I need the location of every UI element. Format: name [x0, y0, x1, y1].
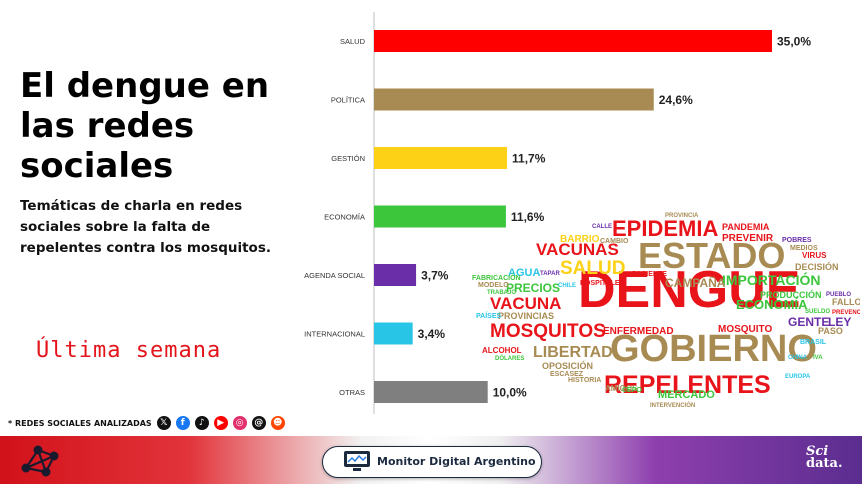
tiktok-icon: ♪ [194, 416, 209, 430]
brand-line-1: Sci [806, 444, 829, 459]
cloud-word: PACIENTE [632, 271, 667, 278]
cloud-word: ESTADO [638, 235, 785, 276]
value-label: 11,6% [511, 210, 545, 224]
cloud-word: PANDEMIA [722, 222, 770, 232]
bar [374, 205, 506, 228]
cloud-word: SALUD [560, 258, 625, 279]
cloud-word: PROVINCIAS [498, 311, 554, 321]
cloud-word: TAPAR [540, 271, 560, 277]
cloud-word: BRASIL [800, 339, 827, 346]
cloud-word: GENTE [788, 315, 829, 329]
bar [374, 264, 417, 286]
cloud-word: DENGUE [578, 261, 800, 319]
topics-bar-chart: SALUD 35,0% POLÍTICA 24,6% GESTIÓN 11,7% ECONO… [304, 12, 811, 414]
brand-line-2: data. [806, 456, 843, 471]
monitor-badge [322, 446, 542, 478]
cloud-word: CAMBIO [600, 238, 629, 245]
page-subtitle: Temáticas de charla en redes sociales so… [20, 198, 271, 256]
cloud-word: CALLE [592, 224, 612, 230]
cloud-word: VACUNA [490, 294, 561, 313]
value-label: 3,7% [421, 269, 449, 283]
cloud-word: REPELENTES [604, 371, 771, 399]
cloud-word: HISTORIA [568, 377, 601, 384]
brand-logo: Sci data. [806, 444, 850, 471]
value-label: 35,0% [777, 35, 811, 49]
cloud-word: LEY [828, 315, 851, 329]
cloud-word: MERCADO [658, 389, 715, 401]
cloud-word: PAÍSES [476, 311, 501, 320]
category-label: INTERNACIONAL [304, 330, 365, 339]
bar [374, 30, 772, 52]
cloud-word: PREVENIR [722, 233, 774, 244]
monitor-icon [344, 451, 370, 471]
facebook-icon: f [175, 416, 190, 430]
cloud-word: CHINA [788, 355, 808, 361]
cloud-word: MEDIOS [790, 245, 818, 252]
cloud-word: OPOSICIÓN [542, 360, 593, 371]
cloud-word: PRODUCCIÓN [760, 289, 822, 300]
category-label: OTRAS [339, 388, 365, 397]
category-label: AGENDA SOCIAL [304, 271, 365, 280]
cloud-word: PREVENCIÓN [832, 308, 860, 316]
cloud-word: DÓLARES [495, 354, 524, 362]
cloud-word: ECONOMÍA [736, 297, 808, 312]
cloud-word: CEPO [622, 387, 642, 394]
cloud-word: POBRES [782, 237, 812, 244]
value-label: 3,4% [418, 327, 446, 341]
cloud-word: MOSQUITO [718, 324, 772, 335]
value-label: 11,7% [512, 152, 546, 166]
cloud-word: TRABAJO [487, 290, 516, 296]
value-label: 10,0% [493, 386, 527, 400]
x-icon: 𝕏 [156, 416, 171, 430]
bar [374, 381, 488, 403]
cloud-word: BARRIO [560, 234, 600, 245]
cloud-word: LIBERTAD [533, 344, 613, 361]
category-label: POLÍTICA [331, 96, 365, 105]
cloud-word: SUELDO [805, 309, 830, 315]
bar [374, 147, 508, 169]
cloud-word: AGUA [508, 267, 540, 279]
social-networks-label: * REDES SOCIALES ANALIZADAS [8, 418, 152, 428]
cloud-word: FABRICACIÓN [472, 273, 521, 282]
cloud-word: MOSQUITOS [490, 321, 606, 342]
category-label: ECONOMÍA [324, 213, 365, 222]
cloud-word: IVA [813, 355, 823, 361]
category-label: SALUD [340, 37, 366, 46]
cloud-word: VIRUS [802, 251, 827, 260]
cloud-word: CHILE [558, 283, 576, 289]
network-graph-icon [21, 445, 59, 477]
cloud-word: PASO [818, 326, 843, 336]
bar [374, 322, 413, 345]
category-label: GESTIÓN [331, 154, 365, 163]
cloud-word: AMIGOS [605, 384, 638, 393]
monitor-badge-text: Monitor Digital Argentino [377, 455, 536, 468]
cloud-word: PROVINCIA [665, 213, 699, 219]
cloud-word: ESCASEZ [550, 371, 584, 378]
bar [374, 88, 654, 111]
instagram-icon: ◎ [232, 416, 247, 430]
cloud-word: ALCOHOL [482, 346, 522, 355]
cloud-word: EPIDEMIA [612, 216, 718, 241]
cloud-word: PUEBLO [826, 292, 851, 298]
cloud-word: VACUNAS [536, 240, 619, 259]
cloud-word: MODELO [478, 282, 509, 289]
cloud-word: INTERVENCIÓN [650, 401, 695, 409]
cloud-word: DECISIÓN [795, 261, 839, 272]
cloud-word: CAMPAÑA [665, 275, 726, 290]
cloud-word: GOBIERNO [610, 328, 817, 370]
cloud-word: PRECIOS [506, 281, 560, 295]
cloud-word: EUROPA [785, 374, 811, 380]
youtube-icon: ▶ [213, 416, 228, 430]
cloud-word: IMPORTACIÓN [722, 271, 821, 288]
page-title: El dengue en las redes sociales [20, 66, 270, 186]
period-label: Última semana [36, 338, 222, 363]
cloud-word: FALLO [832, 297, 860, 307]
threads-icon: @ [251, 416, 266, 430]
cloud-word: ENFERMEDAD [603, 326, 674, 337]
reddit-icon: ☻ [270, 416, 285, 430]
cloud-word: HOSPITALES [580, 280, 625, 287]
value-label: 24,6% [659, 93, 693, 107]
